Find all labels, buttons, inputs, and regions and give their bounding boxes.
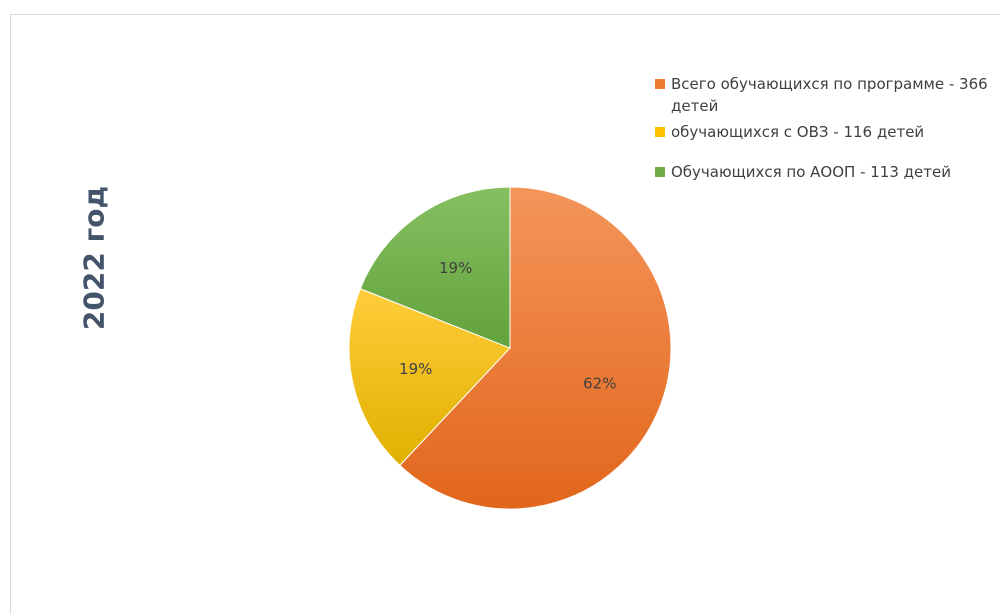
pie-slice [348, 288, 511, 467]
slice-percent-label: 62% [583, 375, 616, 393]
slice-percent-label: 19% [399, 360, 432, 378]
legend-label: Всего обучающихся по программе - 366 дет… [671, 75, 988, 115]
legend-item: Обучающихся по АООП - 113 детей [655, 161, 1000, 183]
pie-slice [359, 186, 511, 349]
legend-item: обучающихся с ОВЗ - 116 детей [655, 121, 1000, 143]
legend-label: Обучающихся по АООП - 113 детей [671, 163, 951, 181]
legend-swatch [655, 167, 665, 177]
legend-swatch [655, 127, 665, 137]
legend-swatch [655, 79, 665, 89]
chart-area [10, 14, 1000, 614]
legend: Всего обучающихся по программе - 366 дет… [655, 73, 1000, 183]
slice-percent-label: 19% [439, 259, 472, 277]
legend-label: обучающихся с ОВЗ - 116 детей [671, 123, 925, 141]
pie-slice [399, 186, 672, 510]
legend-item: Всего обучающихся по программе - 366 дет… [655, 73, 1000, 117]
